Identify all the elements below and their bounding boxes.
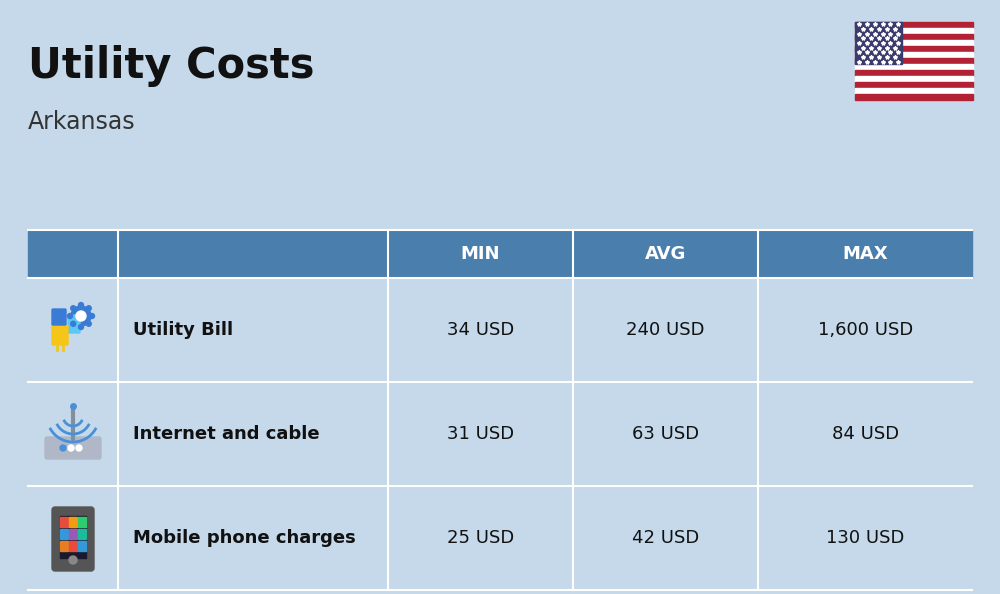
Text: 25 USD: 25 USD [447, 529, 514, 547]
Circle shape [71, 321, 76, 326]
Text: MIN: MIN [461, 245, 500, 263]
FancyBboxPatch shape [45, 437, 101, 459]
Circle shape [86, 321, 91, 326]
Text: 63 USD: 63 USD [632, 425, 699, 443]
Bar [855, 22, 902, 64]
FancyBboxPatch shape [78, 529, 87, 539]
Circle shape [76, 445, 82, 451]
Text: Mobile phone charges: Mobile phone charges [133, 529, 356, 547]
Bar [855, 28, 973, 34]
FancyBboxPatch shape [52, 507, 94, 571]
Text: 84 USD: 84 USD [832, 425, 899, 443]
Bar [855, 70, 973, 76]
Circle shape [60, 445, 66, 451]
FancyBboxPatch shape [52, 325, 68, 345]
Circle shape [76, 311, 86, 321]
Text: 31 USD: 31 USD [447, 425, 514, 443]
Bar [855, 46, 973, 52]
Bar [855, 40, 973, 46]
Bar [855, 58, 973, 64]
Bar [855, 34, 973, 40]
FancyBboxPatch shape [70, 517, 78, 527]
Circle shape [78, 302, 84, 308]
Circle shape [78, 324, 84, 330]
Text: Utility Bill: Utility Bill [133, 321, 233, 339]
Bar [855, 76, 973, 82]
Bar [855, 64, 973, 70]
Circle shape [68, 445, 74, 451]
Circle shape [71, 306, 76, 311]
Bar [855, 52, 973, 58]
Text: 1,600 USD: 1,600 USD [818, 321, 913, 339]
FancyBboxPatch shape [68, 315, 80, 333]
Bar [855, 88, 973, 94]
Bar [855, 22, 973, 28]
Bar [28, 382, 972, 486]
Bar [28, 278, 972, 382]
FancyBboxPatch shape [70, 529, 78, 539]
Text: Internet and cable: Internet and cable [133, 425, 320, 443]
FancyBboxPatch shape [60, 542, 68, 551]
Text: 34 USD: 34 USD [447, 321, 514, 339]
Bar [855, 94, 973, 100]
Bar [60, 516, 86, 558]
Circle shape [90, 314, 94, 318]
Text: 240 USD: 240 USD [626, 321, 705, 339]
FancyBboxPatch shape [70, 542, 78, 551]
Circle shape [71, 306, 91, 326]
Bar [855, 82, 973, 88]
FancyBboxPatch shape [52, 309, 66, 325]
Text: Arkansas: Arkansas [28, 110, 136, 134]
FancyBboxPatch shape [60, 529, 68, 539]
Circle shape [86, 306, 91, 311]
Text: 130 USD: 130 USD [826, 529, 905, 547]
Circle shape [69, 556, 77, 564]
FancyBboxPatch shape [78, 542, 87, 551]
Text: MAX: MAX [843, 245, 888, 263]
FancyBboxPatch shape [78, 517, 87, 527]
Text: Utility Costs: Utility Costs [28, 45, 314, 87]
Text: AVG: AVG [645, 245, 686, 263]
FancyBboxPatch shape [60, 517, 68, 527]
Text: 42 USD: 42 USD [632, 529, 699, 547]
Circle shape [68, 314, 72, 318]
Bar [28, 486, 972, 590]
Bar [28, 230, 972, 278]
